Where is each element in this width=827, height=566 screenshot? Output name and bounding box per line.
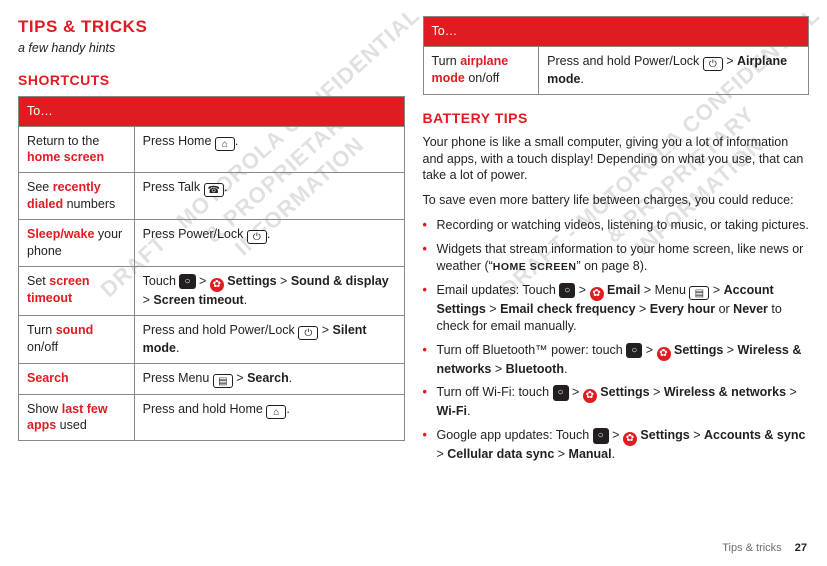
table-row: Return to the home screenPress Home ⌂. xyxy=(19,126,405,173)
page-columns: TIPS & TRICKS a few handy hints SHORTCUT… xyxy=(18,16,809,470)
table-cell-howto: Press and hold Power/Lock ⏻ > Silent mod… xyxy=(134,315,404,363)
gear-icon: ✿ xyxy=(590,287,604,301)
table-row: See recently dialed numbersPress Talk ☎. xyxy=(19,173,405,220)
table-cell-howto: Press and hold Home ⌂. xyxy=(134,394,404,441)
table-cell-action: Search xyxy=(19,363,135,394)
table-header-row: To… xyxy=(423,17,809,47)
battery-heading: BATTERY TIPS xyxy=(423,109,810,128)
gear-icon: ✿ xyxy=(583,389,597,403)
table-cell-howto: Press Home ⌂. xyxy=(134,126,404,173)
table-row: Turn sound on/offPress and hold Power/Lo… xyxy=(19,315,405,363)
power-lock-icon: ⏻ xyxy=(298,326,318,340)
gear-icon: ✿ xyxy=(210,278,224,292)
footer-label: Tips & tricks xyxy=(722,542,782,554)
table-cell-action: Turn sound on/off xyxy=(19,315,135,363)
table-cell-howto: Press Talk ☎. xyxy=(134,173,404,220)
table-cell-action: Turn airplane mode on/off xyxy=(423,46,539,94)
table-cell-howto: Touch ○ > ✿ Settings > Sound & display >… xyxy=(134,266,404,315)
home-launcher-icon: ○ xyxy=(559,283,575,299)
table-cell-action: Show last few apps used xyxy=(19,394,135,441)
list-item: Turn off Bluetooth™ power: touch ○ > ✿ S… xyxy=(423,342,810,378)
shortcuts-heading: SHORTCUTS xyxy=(18,71,405,90)
table-header: To… xyxy=(423,17,809,47)
gear-icon: ✿ xyxy=(623,432,637,446)
key-icon: ⌂ xyxy=(266,405,286,419)
page-number: 27 xyxy=(795,542,807,554)
table-header: To… xyxy=(19,96,405,126)
menu-key-icon: ▤ xyxy=(213,374,233,388)
menu-key-icon: ▤ xyxy=(689,286,709,300)
home-launcher-icon: ○ xyxy=(626,343,642,359)
table-cell-howto: Press Power/Lock ⏻. xyxy=(134,220,404,267)
battery-intro-2: To save even more battery life between c… xyxy=(423,192,810,209)
home-launcher-icon: ○ xyxy=(593,428,609,444)
home-launcher-icon: ○ xyxy=(553,385,569,401)
gear-icon: ✿ xyxy=(657,347,671,361)
page-subtitle: a few handy hints xyxy=(18,40,405,57)
key-icon: ⌂ xyxy=(215,137,235,151)
power-lock-icon: ⏻ xyxy=(703,57,723,71)
key-icon: ⏻ xyxy=(247,230,267,244)
table-row: SearchPress Menu ▤ > Search. xyxy=(19,363,405,394)
table-cell-howto: Press and hold Power/Lock ⏻ > Airplane m… xyxy=(539,46,809,94)
table-row: Show last few apps usedPress and hold Ho… xyxy=(19,394,405,441)
key-icon: ☎ xyxy=(204,183,224,197)
table-cell-howto: Press Menu ▤ > Search. xyxy=(134,363,404,394)
battery-bullet-list: Recording or watching videos, listening … xyxy=(423,217,810,463)
battery-intro-1: Your phone is like a small computer, giv… xyxy=(423,134,810,185)
table-header-row: To… xyxy=(19,96,405,126)
table-cell-action: Return to the home screen xyxy=(19,126,135,173)
table-row: Turn airplane mode on/offPress and hold … xyxy=(423,46,809,94)
airplane-table: To… Turn airplane mode on/offPress and h… xyxy=(423,16,810,95)
page-footer: Tips & tricks 27 xyxy=(722,541,807,556)
table-cell-action: Sleep/wake your phone xyxy=(19,220,135,267)
left-column: TIPS & TRICKS a few handy hints SHORTCUT… xyxy=(18,16,405,470)
list-item: Widgets that stream information to your … xyxy=(423,241,810,275)
list-item: Recording or watching videos, listening … xyxy=(423,217,810,234)
table-cell-action: See recently dialed numbers xyxy=(19,173,135,220)
page-title: TIPS & TRICKS xyxy=(18,16,405,39)
home-launcher-icon: ○ xyxy=(179,274,195,290)
table-row: Set screen timeoutTouch ○ > ✿ Settings >… xyxy=(19,266,405,315)
list-item: Turn off Wi-Fi: touch ○ > ✿ Settings > W… xyxy=(423,384,810,420)
right-column: To… Turn airplane mode on/offPress and h… xyxy=(423,16,810,470)
list-item: Email updates: Touch ○ > ✿ Email > Menu … xyxy=(423,282,810,335)
shortcuts-table: To… Return to the home screenPress Home … xyxy=(18,96,405,442)
table-row: Sleep/wake your phonePress Power/Lock ⏻. xyxy=(19,220,405,267)
list-item: Google app updates: Touch ○ > ✿ Settings… xyxy=(423,427,810,463)
table-cell-action: Set screen timeout xyxy=(19,266,135,315)
